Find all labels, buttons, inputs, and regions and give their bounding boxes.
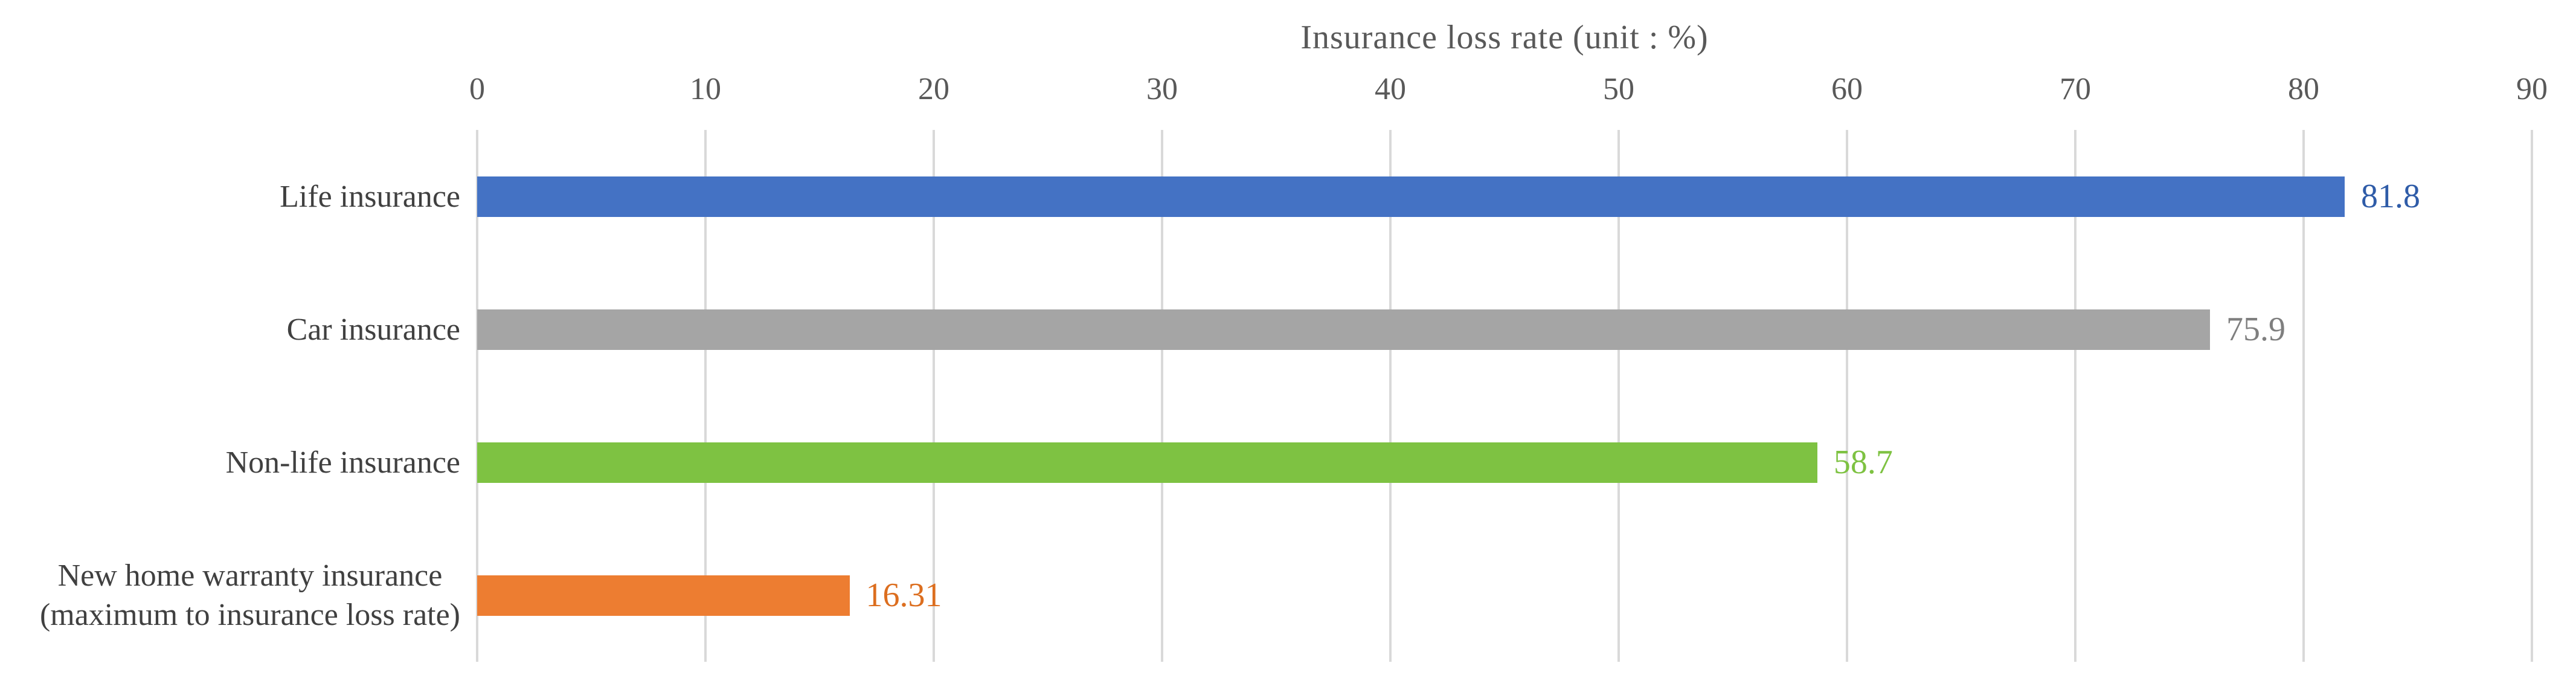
gridline-90 xyxy=(2531,130,2533,662)
bar-rows: 81.8 75.9 58.7 16.31 xyxy=(477,130,2532,662)
gridline-40 xyxy=(1389,130,1392,662)
tick-label-0: 0 xyxy=(469,72,485,106)
tick-label-90: 90 xyxy=(2516,72,2548,106)
chart-title: Insurance loss rate (unit : %) xyxy=(1300,19,1709,56)
category-label: New home warranty insurance (maximum to … xyxy=(39,558,460,632)
tick-label-50: 50 xyxy=(1603,72,1634,106)
bar xyxy=(477,442,1817,483)
tick-label-30: 30 xyxy=(1146,72,1178,106)
gridline-60 xyxy=(1845,130,1848,662)
category-row: Car insurance xyxy=(0,263,460,396)
bar-value-label: 16.31 xyxy=(866,577,942,614)
category-label: Car insurance xyxy=(286,312,460,347)
tick-label-80: 80 xyxy=(2288,72,2319,106)
bar xyxy=(477,176,2345,217)
bar-value-label: 58.7 xyxy=(1833,444,1893,481)
bar-value-label: 75.9 xyxy=(2226,311,2286,348)
bar xyxy=(477,575,850,616)
category-row: Life insurance xyxy=(0,130,460,263)
bar xyxy=(477,309,2211,350)
category-row: Non-life insurance xyxy=(0,396,460,529)
tick-label-60: 60 xyxy=(1831,72,1863,106)
tick-label-40: 40 xyxy=(1375,72,1406,106)
gridline-20 xyxy=(933,130,935,662)
category-axis-labels: Life insurance Car insurance Non-life insu… xyxy=(0,130,460,662)
gridline-70 xyxy=(2074,130,2077,662)
gridline-0 xyxy=(476,130,478,662)
gridline-10 xyxy=(704,130,707,662)
bar-row: 16.31 xyxy=(477,529,2532,662)
gridline-50 xyxy=(1617,130,1620,662)
bar-row: 81.8 xyxy=(477,130,2532,263)
gridline-80 xyxy=(2302,130,2305,662)
tick-label-70: 70 xyxy=(2060,72,2091,106)
category-label: Non-life insurance xyxy=(225,445,460,480)
bar-row: 75.9 xyxy=(477,263,2532,396)
tick-label-10: 10 xyxy=(690,72,721,106)
category-label: Life insurance xyxy=(280,179,460,214)
gridline-30 xyxy=(1160,130,1163,662)
x-axis-tick-labels: 0 10 20 30 40 50 60 70 80 90 xyxy=(469,71,2548,114)
category-row: New home warranty insurance (maximum to … xyxy=(0,529,460,662)
plot-area: 81.8 75.9 58.7 16.31 xyxy=(476,130,2533,662)
tick-label-20: 20 xyxy=(918,72,949,106)
bar-value-label: 81.8 xyxy=(2361,178,2421,215)
bar-row: 58.7 xyxy=(477,396,2532,529)
